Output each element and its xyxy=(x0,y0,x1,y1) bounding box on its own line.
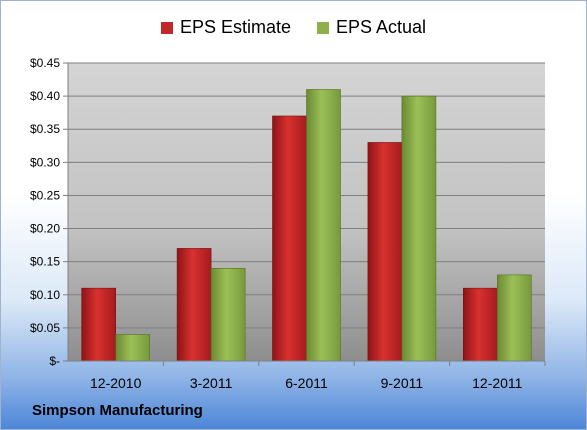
legend-swatch-actual xyxy=(316,21,329,34)
y-tick-label: $0.05 xyxy=(30,321,60,335)
legend-label-estimate: EPS Estimate xyxy=(179,17,291,37)
bar-eps-estimate xyxy=(272,115,307,362)
bar-eps-actual xyxy=(115,334,150,362)
legend-label-actual: EPS Actual xyxy=(335,17,427,37)
bar-eps-actual xyxy=(401,95,437,362)
y-tick-label: $0.45 xyxy=(30,56,60,70)
bar-eps-actual xyxy=(210,267,246,362)
bar-eps-estimate xyxy=(367,142,403,362)
y-tick-label: $0.20 xyxy=(30,222,60,236)
x-tick-label: 12-2011 xyxy=(472,375,523,391)
y-tick-label: $- xyxy=(49,354,60,368)
y-tick-label: $0.40 xyxy=(30,89,60,103)
bar-eps-actual xyxy=(496,274,532,362)
legend-item-actual: EPS Actual xyxy=(316,17,427,38)
y-tick-label: $0.10 xyxy=(30,288,60,302)
y-tick-label: $0.30 xyxy=(30,155,60,169)
x-tick-label: 6-2011 xyxy=(285,375,328,391)
y-tick-label: $0.35 xyxy=(30,122,60,136)
axes: $- $0.05 $0.10 $0.15 $0.20 $0.25 $0.30 $0.35 $0.… xyxy=(30,56,546,391)
bar-eps-estimate xyxy=(462,287,498,362)
x-tick-label: 9-2011 xyxy=(381,375,424,391)
y-tick-label: $0.15 xyxy=(30,255,60,269)
x-tick-label: 3-2011 xyxy=(190,375,233,391)
bar-eps-estimate xyxy=(176,248,212,362)
chart-legend: EPS Estimate EPS Actual xyxy=(1,17,586,38)
legend-item-estimate: EPS Estimate xyxy=(160,17,291,38)
y-tick-label: $0.25 xyxy=(30,188,60,202)
company-name: Simpson Manufacturing xyxy=(32,402,203,419)
bar-eps-actual xyxy=(306,89,341,362)
bars xyxy=(81,89,532,362)
legend-swatch-estimate xyxy=(160,21,173,34)
x-tick-label: 12-2010 xyxy=(90,375,142,391)
bar-eps-estimate xyxy=(81,287,116,362)
